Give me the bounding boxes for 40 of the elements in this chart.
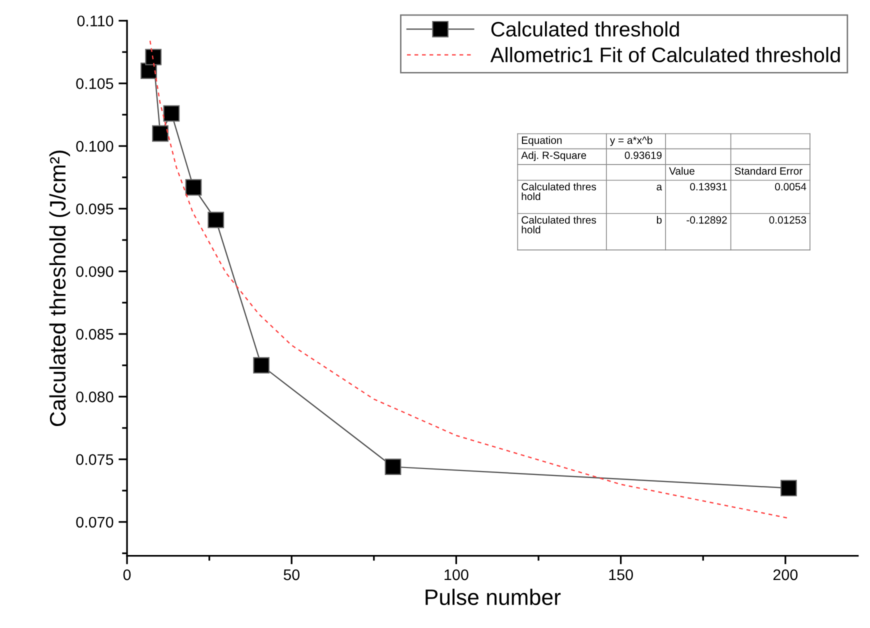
- x-tick-label: 0: [123, 569, 131, 580]
- annotation: Calculated thres hold: [522, 182, 596, 200]
- y-axis-title: Calculated threshold (J/cm²): [49, 150, 70, 426]
- point: [145, 48, 162, 66]
- legend-label: Allometric1 Fit of Calculated threshold: [490, 47, 840, 62]
- point: [780, 480, 797, 496]
- point: [185, 179, 202, 196]
- annotation: b: [656, 216, 662, 224]
- annotation: y = a*x^b: [610, 136, 652, 146]
- x-tick-label: 100: [444, 569, 468, 580]
- x-tick-label: 50: [284, 569, 300, 580]
- point: [208, 212, 224, 228]
- annotation: -0.12892: [686, 216, 727, 224]
- annotation: Calculated thres hold: [522, 216, 596, 234]
- y-tick-label: 0.090: [76, 266, 114, 278]
- annotation: Value: [669, 167, 694, 175]
- annotation: Adj. R-Square: [521, 151, 586, 162]
- y-tick-label: 0.105: [76, 78, 114, 90]
- y-tick-label: 0.075: [76, 454, 114, 465]
- annotation: 0.13931: [690, 183, 727, 190]
- point: [163, 105, 180, 122]
- point: [384, 458, 402, 476]
- y-tick-label: 0.100: [76, 140, 114, 152]
- annotation: 0.93619: [624, 152, 662, 159]
- y-tick-label: 0.070: [76, 516, 114, 528]
- y-tick-label: 0.085: [76, 328, 114, 340]
- annotation: a: [656, 184, 662, 190]
- y-tick-label: 0.080: [76, 392, 114, 402]
- x-axis-title: Pulse number: [426, 588, 561, 606]
- annotation: Equation: [522, 136, 562, 146]
- point: [253, 357, 270, 374]
- y-tick-label: 0.110: [77, 16, 114, 26]
- y-tick-label: 0.095: [76, 204, 114, 214]
- point: [152, 125, 168, 142]
- annotation: 0.01253: [769, 216, 806, 224]
- x-tick-label: 150: [609, 569, 633, 580]
- annotation: 0.0054: [775, 183, 806, 190]
- legend-label: Calculated threshold: [491, 21, 679, 37]
- x-tick-label: 200: [773, 569, 798, 580]
- annotation: Standard Error: [734, 167, 802, 175]
